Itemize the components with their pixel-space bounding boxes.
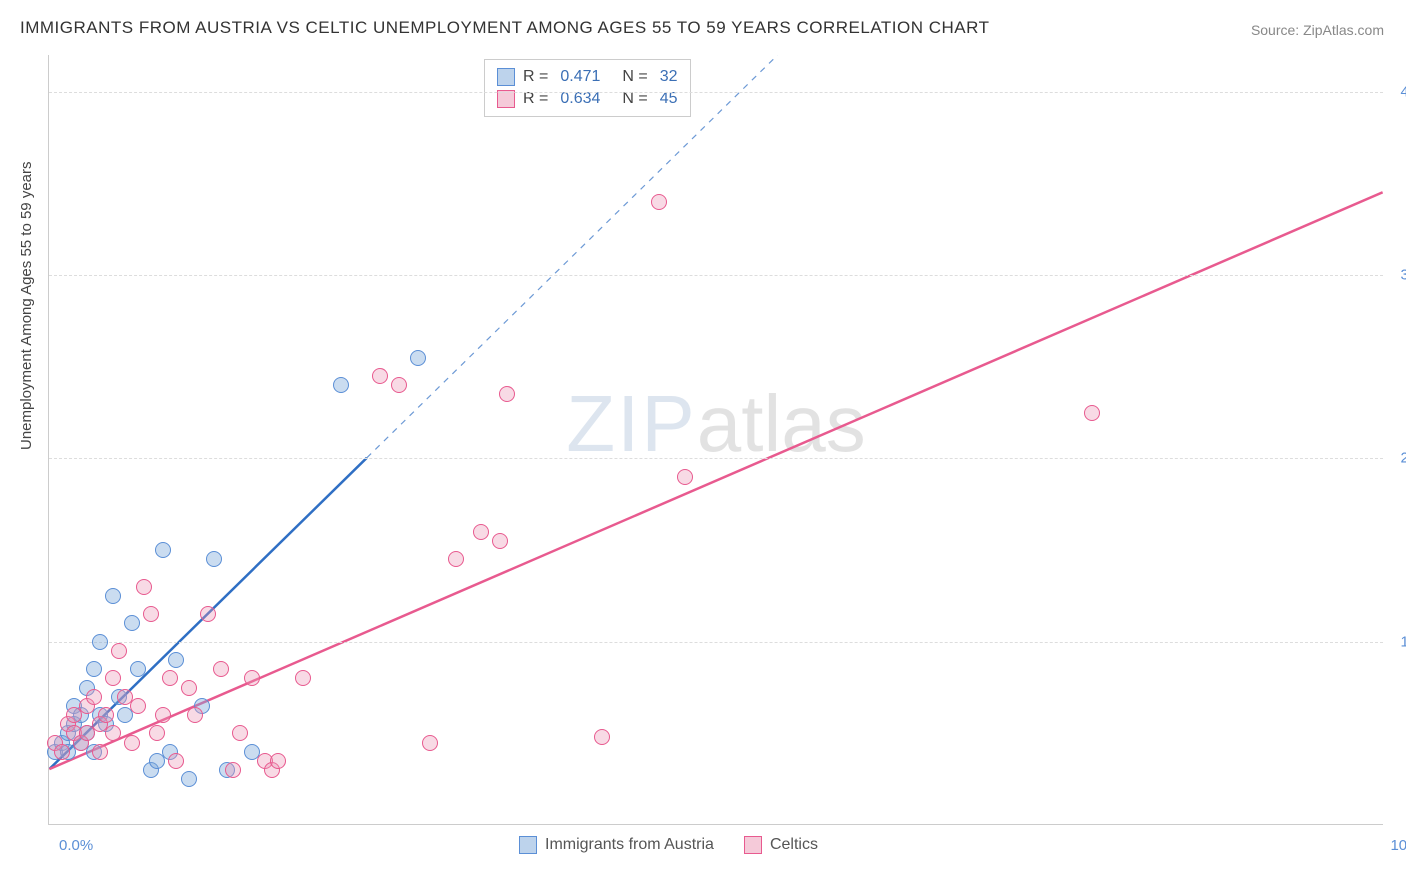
legend-correlation: R = 0.471 N = 32 R = 0.634 N = 45: [484, 59, 691, 117]
watermark-zip: ZIP: [566, 379, 696, 468]
scatter-point: [333, 377, 349, 393]
n-value-celtics: 45: [660, 90, 678, 108]
scatter-point: [111, 643, 127, 659]
scatter-point: [86, 661, 102, 677]
scatter-point: [105, 670, 121, 686]
gridline: [49, 275, 1383, 276]
scatter-point: [130, 661, 146, 677]
scatter-point: [181, 771, 197, 787]
chart-container: IMMIGRANTS FROM AUSTRIA VS CELTIC UNEMPL…: [0, 0, 1406, 892]
watermark: ZIPatlas: [566, 378, 865, 470]
scatter-point: [677, 469, 693, 485]
scatter-point: [410, 350, 426, 366]
scatter-point: [232, 725, 248, 741]
scatter-point: [499, 386, 515, 402]
scatter-point: [105, 725, 121, 741]
scatter-point: [651, 194, 667, 210]
scatter-point: [295, 670, 311, 686]
swatch-austria-icon: [497, 68, 515, 86]
gridline: [49, 642, 1383, 643]
scatter-point: [473, 524, 489, 540]
r-value-celtics: 0.634: [560, 90, 600, 108]
scatter-point: [422, 735, 438, 751]
scatter-point: [168, 652, 184, 668]
scatter-point: [130, 698, 146, 714]
scatter-point: [594, 729, 610, 745]
scatter-point: [181, 680, 197, 696]
scatter-point: [448, 551, 464, 567]
legend-row-austria: R = 0.471 N = 32: [497, 66, 678, 88]
scatter-point: [206, 551, 222, 567]
scatter-point: [149, 725, 165, 741]
gridline: [49, 458, 1383, 459]
scatter-point: [155, 707, 171, 723]
scatter-point: [270, 753, 286, 769]
scatter-point: [105, 588, 121, 604]
plot-area: ZIPatlas R = 0.471 N = 32 R = 0.634 N = …: [48, 55, 1383, 825]
legend-label-austria: Immigrants from Austria: [545, 836, 714, 854]
watermark-atlas: atlas: [697, 379, 866, 468]
scatter-point: [162, 670, 178, 686]
chart-title: IMMIGRANTS FROM AUSTRIA VS CELTIC UNEMPL…: [20, 18, 990, 38]
y-axis-label: Unemployment Among Ages 55 to 59 years: [18, 161, 35, 450]
scatter-point: [143, 606, 159, 622]
swatch-celtics-icon: [497, 90, 515, 108]
r-label-2: R =: [523, 90, 548, 108]
scatter-point: [86, 689, 102, 705]
scatter-point: [225, 762, 241, 778]
scatter-point: [492, 533, 508, 549]
trend-lines-svg: [49, 55, 1383, 824]
ytick-label: 40.0%: [1388, 83, 1406, 100]
scatter-point: [187, 707, 203, 723]
scatter-point: [92, 744, 108, 760]
gridline: [49, 92, 1383, 93]
swatch-celtics-bottom-icon: [744, 836, 762, 854]
r-label: R =: [523, 68, 548, 86]
ytick-label: 20.0%: [1388, 450, 1406, 467]
legend-item-austria: Immigrants from Austria: [519, 836, 714, 854]
swatch-austria-bottom-icon: [519, 836, 537, 854]
n-label: N =: [622, 68, 647, 86]
scatter-point: [200, 606, 216, 622]
r-value-austria: 0.471: [560, 68, 600, 86]
n-label-2: N =: [622, 90, 647, 108]
scatter-point: [1084, 405, 1100, 421]
scatter-point: [124, 615, 140, 631]
scatter-point: [244, 670, 260, 686]
legend-series: Immigrants from Austria Celtics: [519, 836, 818, 854]
scatter-point: [168, 753, 184, 769]
scatter-point: [391, 377, 407, 393]
scatter-point: [98, 707, 114, 723]
scatter-point: [155, 542, 171, 558]
xtick-0: 0.0%: [59, 837, 93, 854]
legend-label-celtics: Celtics: [770, 836, 818, 854]
scatter-point: [213, 661, 229, 677]
chart-source: Source: ZipAtlas.com: [1251, 22, 1384, 38]
scatter-point: [92, 634, 108, 650]
scatter-point: [136, 579, 152, 595]
xtick-1: 10.0%: [1390, 837, 1406, 854]
ytick-label: 30.0%: [1388, 267, 1406, 284]
legend-item-celtics: Celtics: [744, 836, 818, 854]
ytick-label: 10.0%: [1388, 633, 1406, 650]
n-value-austria: 32: [660, 68, 678, 86]
scatter-point: [54, 744, 70, 760]
scatter-point: [124, 735, 140, 751]
scatter-point: [372, 368, 388, 384]
